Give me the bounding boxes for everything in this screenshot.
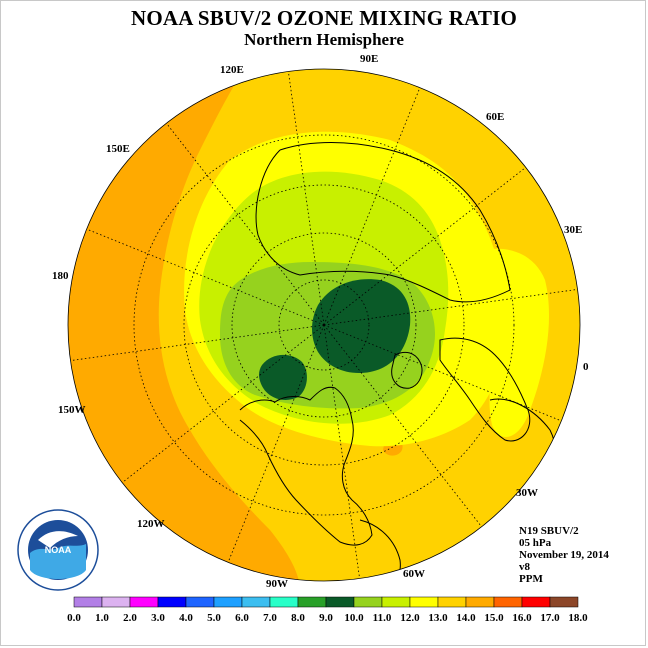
info-satellite: N19 SBUV/2 xyxy=(519,525,579,537)
map-subtitle: Northern Hemisphere xyxy=(244,30,404,49)
map-title: NOAA SBUV/2 OZONE MIXING RATIO xyxy=(131,6,517,30)
field-9-10-alaska xyxy=(259,354,307,400)
colorbar-tick-label: 5.0 xyxy=(207,612,221,624)
meridian-line xyxy=(323,167,526,326)
lon-label-150w: 150W xyxy=(58,404,86,416)
meridian-line xyxy=(323,288,578,326)
colorbar-tick-label: 4.0 xyxy=(179,612,193,624)
lon-label-30e: 30E xyxy=(564,224,582,236)
colorbar-tick-label: 17.0 xyxy=(540,612,560,624)
meridian-line xyxy=(323,324,361,579)
colorbar-swatch xyxy=(185,596,215,608)
colorbar-tick-label: 3.0 xyxy=(151,612,165,624)
lon-label-120e: 120E xyxy=(220,64,244,76)
colorbar-swatch xyxy=(129,596,159,608)
colorbar-swatch xyxy=(73,596,103,608)
colorbar-tick-label: 8.0 xyxy=(291,612,305,624)
meridian-line xyxy=(166,123,325,326)
coast-north-america xyxy=(239,386,373,546)
meridian-line xyxy=(323,324,482,527)
field-14-15-west xyxy=(68,69,300,581)
meridian-line xyxy=(323,324,562,422)
colorbar-swatch xyxy=(353,596,383,608)
meridian-line xyxy=(86,228,325,326)
colorbar-tick-label: 14.0 xyxy=(456,612,476,624)
colorbar-swatch xyxy=(409,596,439,608)
colorbar-swatch xyxy=(381,596,411,608)
colorbar-swatch xyxy=(549,596,579,608)
info-units: PPM xyxy=(519,573,543,585)
coast-greenland xyxy=(391,351,423,389)
colorbar-tick-label: 7.0 xyxy=(263,612,277,624)
lon-label-60w: 60W xyxy=(403,568,425,580)
lon-label-60e: 60E xyxy=(486,111,504,123)
colorbar-tick-label: 0.0 xyxy=(67,612,81,624)
colorbar-tick-label: 6.0 xyxy=(235,612,249,624)
colorbar-tick-label: 16.0 xyxy=(512,612,532,624)
ozone-field xyxy=(68,69,580,581)
graticule xyxy=(70,71,578,579)
lon-label-0: 0 xyxy=(583,361,589,373)
colorbar-tick-label: 13.0 xyxy=(428,612,448,624)
colorbar-swatch xyxy=(297,596,327,608)
info-level: 05 hPa xyxy=(519,537,552,549)
colorbar-tick-label: 15.0 xyxy=(484,612,504,624)
info-block: N19 SBUV/2 05 hPa November 19, 2014 v8 P… xyxy=(519,525,609,585)
colorbar-tick-label: 18.0 xyxy=(568,612,588,624)
noaa-logo: NOAA xyxy=(17,509,99,591)
colorbar-swatch xyxy=(465,596,495,608)
meridian-line xyxy=(227,324,325,563)
colorbar-tick-label: 9.0 xyxy=(319,612,333,624)
colorbar-tick-label: 1.0 xyxy=(95,612,109,624)
coast-south-america xyxy=(359,519,401,581)
colorbar-swatch xyxy=(269,596,299,608)
lon-label-120w: 120W xyxy=(137,518,165,530)
meridian-line xyxy=(122,324,325,483)
lon-label-150e: 150E xyxy=(106,143,130,155)
colorbar-swatch xyxy=(241,596,271,608)
colorbar-tick-label: 11.0 xyxy=(373,612,392,624)
colorbar-tick-label: 10.0 xyxy=(344,612,364,624)
lon-label-180: 180 xyxy=(52,270,69,282)
meridian-line xyxy=(70,324,325,362)
lon-label-90e: 90E xyxy=(360,53,378,65)
colorbar-swatch xyxy=(325,596,355,608)
colorbar-tick-label: 2.0 xyxy=(123,612,137,624)
colorbar-tick-label: 12.0 xyxy=(400,612,420,624)
colorbar-swatch xyxy=(101,596,131,608)
field-9-10-pole xyxy=(312,279,411,374)
logo-text: NOAA xyxy=(45,545,72,555)
colorbar-swatch xyxy=(213,596,243,608)
field-12-13-east-lobe xyxy=(482,248,550,437)
info-version: v8 xyxy=(519,561,530,573)
lon-label-90w: 90W xyxy=(266,578,288,590)
info-date: November 19, 2014 xyxy=(519,549,609,561)
meridian-line xyxy=(287,71,325,326)
map-boundary xyxy=(67,68,581,582)
meridian-line xyxy=(323,87,421,326)
colorbar-swatch xyxy=(157,596,187,608)
lon-label-30w: 30W xyxy=(516,487,538,499)
coast-europe xyxy=(439,337,531,442)
colorbar: 0.0 1.0 2.0 3.0 4.0 5.0 6.0 7.0 8.0 9.0 10.0 11.0 12… xyxy=(67,596,588,624)
colorbar-swatch xyxy=(493,596,523,608)
colorbar-swatch xyxy=(521,596,551,608)
colorbar-swatch xyxy=(437,596,467,608)
